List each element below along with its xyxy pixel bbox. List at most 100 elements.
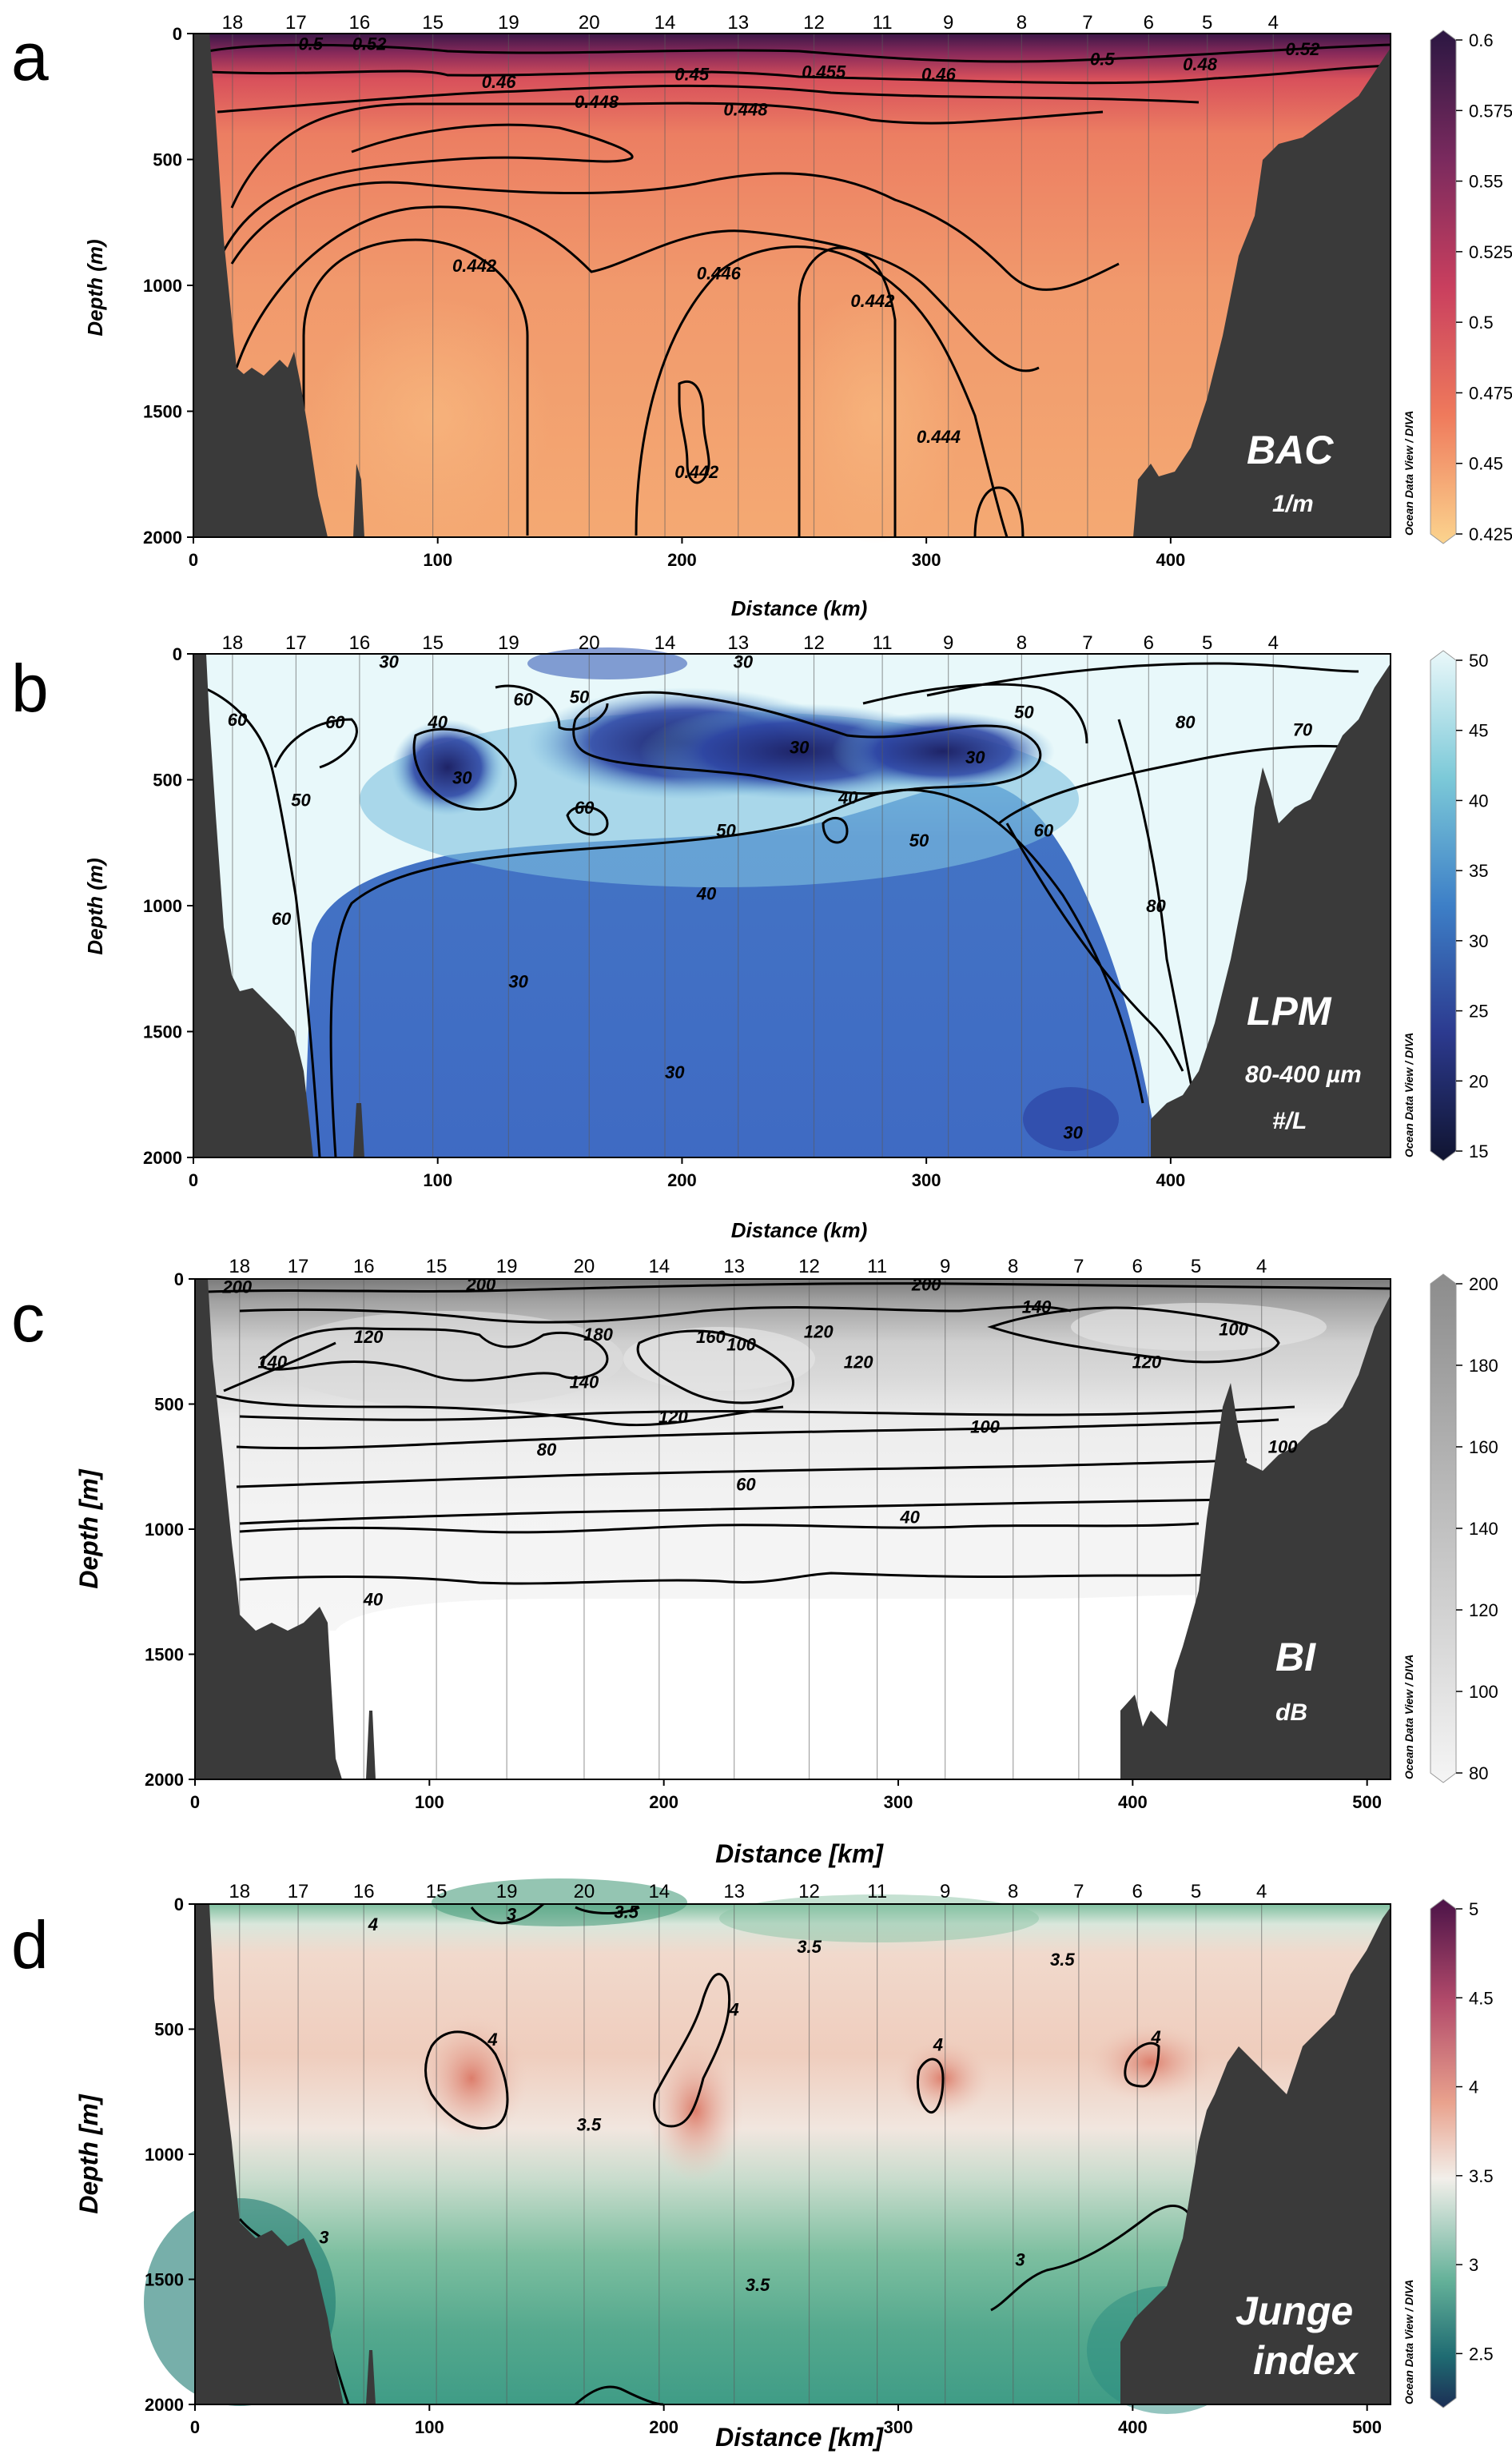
panel-d-junge: d 18 17 16 15 19 20 14 13 12 11 9 8 7 6 5 4 3 3.5 4 3.5 3.5… — [11, 1878, 1494, 2452]
contour-label: 200 — [221, 1277, 252, 1297]
contour-label: 0.442 — [452, 256, 497, 276]
station-label: 12 — [798, 1881, 820, 1902]
contour-label: 4 — [1151, 2027, 1161, 2047]
station-label: 4 — [1256, 1881, 1267, 1902]
unit-label-2: #/L — [1272, 1108, 1307, 1134]
y-axis-label: Depth (m) — [83, 858, 107, 954]
panel-a-bac: a 18 17 16 15 19 20 14 13 12 11 9 8 7 6 5 4 0.5 0.52 0.46… — [11, 12, 1512, 620]
station-label: 15 — [422, 12, 444, 34]
odv-credit: Ocean Data View / DIVA — [1403, 411, 1415, 536]
colorbar-tick-label: 180 — [1469, 1356, 1498, 1376]
contours — [207, 43, 1391, 538]
contour-label: 120 — [804, 1322, 834, 1342]
colorbar — [1430, 650, 1457, 1161]
contour-label: 120 — [659, 1407, 688, 1427]
colorbar-tick-label: 120 — [1469, 1600, 1498, 1620]
axes: 0 100 200 300 400 0 500 1000 1500 2000 — [143, 644, 1185, 1190]
contour-label: 0.45 — [674, 64, 710, 84]
contour-label: 0.442 — [674, 462, 719, 482]
station-label: 19 — [496, 1256, 518, 1277]
station-label: 11 — [867, 1881, 887, 1902]
contour-label: 50 — [716, 821, 736, 841]
colorbar-tick-label: 50 — [1469, 651, 1488, 671]
station-lines: 18 17 16 15 19 20 14 13 12 11 9 8 7 6 5 4 — [229, 1256, 1267, 1779]
unit-label: 1/m — [1272, 491, 1314, 517]
station-label: 16 — [349, 12, 371, 34]
station-label: 19 — [496, 1881, 518, 1902]
station-label: 13 — [723, 1256, 745, 1277]
station-label: 11 — [873, 12, 893, 34]
odv-credit: Ocean Data View / DIVA — [1403, 1033, 1415, 1157]
contour-label: 80 — [537, 1440, 557, 1460]
colorbar-tick-label: 5 — [1469, 1899, 1478, 1919]
station-label: 12 — [803, 12, 825, 34]
x-tick-label: 0 — [190, 1792, 200, 1812]
contour-label: 40 — [696, 883, 717, 903]
x-tick-label: 0 — [189, 1170, 198, 1190]
panel-b-lpm: b 18 17 16 15 19 20 14 13 12 11 9 8 7 6 5 4 — [11, 632, 1488, 1242]
station-label: 12 — [798, 1256, 820, 1277]
x-tick-label: 400 — [1118, 2417, 1148, 2437]
colorbar-tick-label: 0.45 — [1469, 454, 1503, 474]
station-label: 17 — [285, 12, 307, 34]
contour-label: 40 — [838, 788, 858, 808]
station-label: 5 — [1191, 1256, 1201, 1277]
contour-label: 4 — [487, 2030, 497, 2050]
station-label: 16 — [349, 632, 371, 654]
station-label: 18 — [229, 1256, 250, 1277]
y-tick-label: 2000 — [143, 528, 182, 548]
station-label: 13 — [723, 1881, 745, 1902]
station-label: 18 — [229, 1881, 250, 1902]
contour-label: 60 — [325, 712, 345, 732]
station-label: 9 — [943, 12, 953, 34]
contour-label: 30 — [734, 651, 754, 671]
station-label: 15 — [422, 632, 444, 654]
station-label: 17 — [288, 1881, 309, 1902]
x-tick-label: 100 — [415, 1792, 444, 1812]
contour-label: 100 — [726, 1334, 756, 1354]
y-tick-label: 1000 — [145, 1520, 184, 1540]
contour-label: 3.5 — [614, 1902, 639, 1922]
station-label: 17 — [288, 1256, 309, 1277]
y-tick-label: 2000 — [145, 1770, 184, 1790]
station-label: 6 — [1144, 632, 1154, 654]
contours — [238, 1902, 1197, 2406]
contour-label: 3 — [1015, 2249, 1025, 2269]
station-label: 12 — [803, 632, 825, 654]
station-label: 20 — [574, 1881, 595, 1902]
y-tick-label: 2000 — [145, 2395, 184, 2415]
contour-label: 0.448 — [723, 100, 768, 120]
x-tick-label: 0 — [189, 550, 198, 570]
contour-label: 70 — [1293, 720, 1313, 740]
colorbar-tick-label: 200 — [1469, 1274, 1498, 1294]
y-tick-label: 1000 — [143, 276, 182, 296]
contour-label: 60 — [272, 909, 292, 929]
colorbar-tick-label: 0.425 — [1469, 524, 1512, 544]
station-label: 13 — [727, 12, 749, 34]
contour-label: 40 — [427, 712, 448, 732]
colorbar-tick-label: 20 — [1469, 1071, 1488, 1091]
contour-label: 30 — [1063, 1123, 1083, 1143]
contour-label: 60 — [575, 798, 595, 818]
x-axis-label: Distance [km] — [715, 1839, 884, 1868]
contour-label: 4 — [368, 1914, 378, 1934]
contour-label: 0.52 — [1286, 39, 1321, 59]
contour-label: 60 — [228, 710, 248, 730]
odv-credit: Ocean Data View / DIVA — [1403, 2280, 1415, 2404]
x-tick-label: 100 — [415, 2417, 444, 2437]
colorbar-tick-label: 3.5 — [1469, 2166, 1494, 2186]
svg-text:c: c — [11, 1281, 45, 1356]
x-axis-label: Distance (km) — [731, 1218, 868, 1242]
contour-label: 4 — [729, 1999, 739, 2019]
contour-label: 0.444 — [917, 427, 961, 447]
colorbar-tick-label: 0.6 — [1469, 30, 1494, 50]
x-tick-label: 300 — [912, 550, 941, 570]
y-axis-label: Depth [m] — [74, 2093, 103, 2214]
y-tick-label: 500 — [154, 1395, 184, 1415]
station-label: 9 — [940, 1881, 950, 1902]
x-tick-label: 100 — [423, 1170, 452, 1190]
colorbar — [1430, 1273, 1457, 1783]
colorbar-tick-label: 45 — [1469, 721, 1488, 741]
contour-label: 200 — [911, 1274, 941, 1294]
variable-label: BAC — [1247, 428, 1334, 472]
